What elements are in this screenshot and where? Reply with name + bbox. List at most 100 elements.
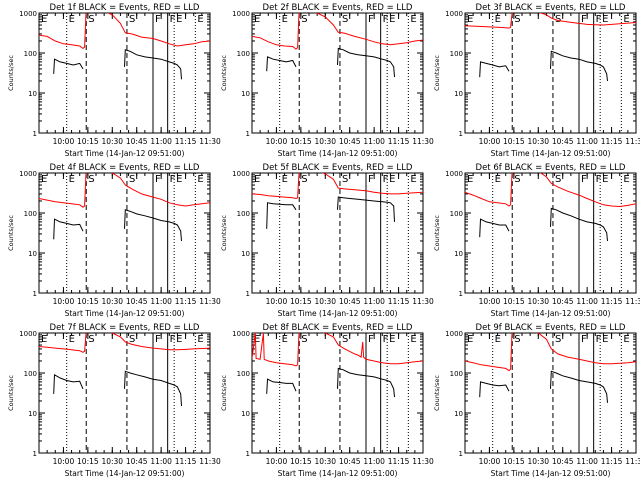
- plot-frame: [38, 172, 211, 294]
- x-axis-label: Start Time (14-Jan-12 09:51:00): [278, 149, 398, 158]
- x-tick-label: 11:15: [388, 457, 410, 466]
- x-tick-label: 10:15: [503, 457, 525, 466]
- y-tick-label: 100: [450, 50, 463, 58]
- marker-label: E: [197, 334, 203, 345]
- lld-series-line: [252, 13, 423, 50]
- x-tick-label: 10:00: [266, 297, 288, 306]
- events-series-line: [266, 47, 395, 78]
- chart-title: Det 2f BLACK = Events, RED = LLD: [263, 3, 413, 13]
- marker-label: F: [368, 174, 374, 185]
- y-axis-label: Counts/sec: [433, 55, 441, 91]
- events-series-line: [479, 370, 608, 403]
- chart-panel-2: Det 2f BLACK = Events, RED = LLD Counts/s…: [220, 3, 434, 158]
- x-tick-label: 10:45: [552, 137, 574, 146]
- marker-label: E: [69, 174, 75, 185]
- y-tick-label: 1000: [19, 330, 37, 338]
- marker-label: F: [155, 334, 161, 345]
- marker-label: S: [301, 174, 307, 185]
- marker-label: E: [495, 14, 501, 25]
- plot-frame: [464, 172, 637, 294]
- marker-label: F: [383, 334, 389, 345]
- x-tick-label: 10:45: [552, 457, 574, 466]
- marker-label: E: [467, 334, 473, 345]
- x-tick-label: 10:45: [339, 297, 361, 306]
- x-tick-label: 10:00: [479, 297, 501, 306]
- marker-label: S: [514, 174, 520, 185]
- y-axis-label: Counts/sec: [7, 55, 15, 91]
- x-tick-label: 10:30: [314, 297, 336, 306]
- marker-label: F: [383, 174, 389, 185]
- x-tick-label: 10:45: [339, 457, 361, 466]
- y-tick-label: 1000: [232, 330, 250, 338]
- x-tick-label: 11:30: [625, 457, 640, 466]
- marker-label: S: [129, 14, 135, 25]
- marker-label: E: [389, 334, 395, 345]
- marker-label: E: [41, 14, 47, 25]
- chart-title: Det 1f BLACK = Events, RED = LLD: [50, 3, 200, 13]
- marker-label: S: [342, 14, 348, 25]
- x-tick-label: 10:00: [53, 457, 75, 466]
- x-tick-label: 11:15: [175, 297, 197, 306]
- y-tick-label: 1000: [232, 10, 250, 18]
- x-tick-label: 10:15: [290, 297, 312, 306]
- marker-label: F: [596, 14, 602, 25]
- plot-frame: [38, 332, 211, 454]
- y-tick-label: 1000: [445, 10, 463, 18]
- marker-label: E: [197, 174, 203, 185]
- x-tick-label: 10:00: [479, 457, 501, 466]
- x-tick-label: 10:15: [290, 137, 312, 146]
- marker-label: F: [155, 174, 161, 185]
- x-tick-label: 11:30: [199, 457, 221, 466]
- y-tick-label: 100: [237, 370, 250, 378]
- marker-label: E: [69, 14, 75, 25]
- marker-label: E: [254, 174, 260, 185]
- y-tick-label: 10: [28, 410, 37, 418]
- chart-panel-4: Det 4f BLACK = Events, RED = LLD Counts/s…: [7, 163, 221, 318]
- marker-label: E: [176, 174, 182, 185]
- marker-label: E: [495, 174, 501, 185]
- events-series-line: [53, 209, 182, 242]
- marker-label: F: [170, 14, 176, 25]
- y-axis-label: Counts/sec: [7, 375, 15, 411]
- x-tick-label: 11:00: [150, 457, 172, 466]
- y-tick-label: 1000: [19, 10, 37, 18]
- marker-label: F: [170, 334, 176, 345]
- marker-label: S: [555, 174, 561, 185]
- marker-label: F: [581, 14, 587, 25]
- y-tick-label: 1000: [232, 170, 250, 178]
- marker-label: E: [176, 334, 182, 345]
- marker-label: E: [410, 14, 416, 25]
- x-tick-label: 11:15: [601, 457, 623, 466]
- marker-label: E: [602, 174, 608, 185]
- plot-frame: [464, 12, 637, 134]
- x-tick-label: 10:30: [314, 137, 336, 146]
- x-tick-label: 10:30: [101, 137, 123, 146]
- y-tick-label: 1: [459, 450, 463, 458]
- x-tick-label: 10:15: [77, 457, 99, 466]
- x-axis-label: Start Time (14-Jan-12 09:51:00): [278, 309, 398, 318]
- y-tick-label: 100: [450, 370, 463, 378]
- x-tick-label: 11:15: [601, 297, 623, 306]
- chart-title: Det 3f BLACK = Events, RED = LLD: [476, 3, 626, 13]
- marker-label: E: [389, 14, 395, 25]
- events-series-line: [479, 50, 608, 82]
- x-tick-label: 11:00: [363, 457, 385, 466]
- x-tick-label: 11:30: [412, 457, 434, 466]
- lld-series-line: [39, 333, 210, 353]
- x-axis-label: Start Time (14-Jan-12 09:51:00): [65, 149, 185, 158]
- chart-panel-3: Det 3f BLACK = Events, RED = LLD Counts/s…: [433, 3, 640, 158]
- events-series-line: [53, 370, 182, 407]
- marker-label: S: [301, 14, 307, 25]
- marker-label: E: [602, 334, 608, 345]
- y-axis-label: Counts/sec: [220, 215, 228, 251]
- events-series-line: [266, 196, 395, 229]
- x-tick-label: 11:00: [576, 137, 598, 146]
- x-tick-label: 10:30: [527, 297, 549, 306]
- x-tick-label: 10:30: [527, 137, 549, 146]
- marker-label: E: [41, 174, 47, 185]
- x-tick-label: 11:15: [388, 137, 410, 146]
- lld-series-line: [252, 173, 423, 200]
- marker-label: F: [368, 334, 374, 345]
- chart-title: Det 8f BLACK = Events, RED = LLD: [263, 323, 413, 333]
